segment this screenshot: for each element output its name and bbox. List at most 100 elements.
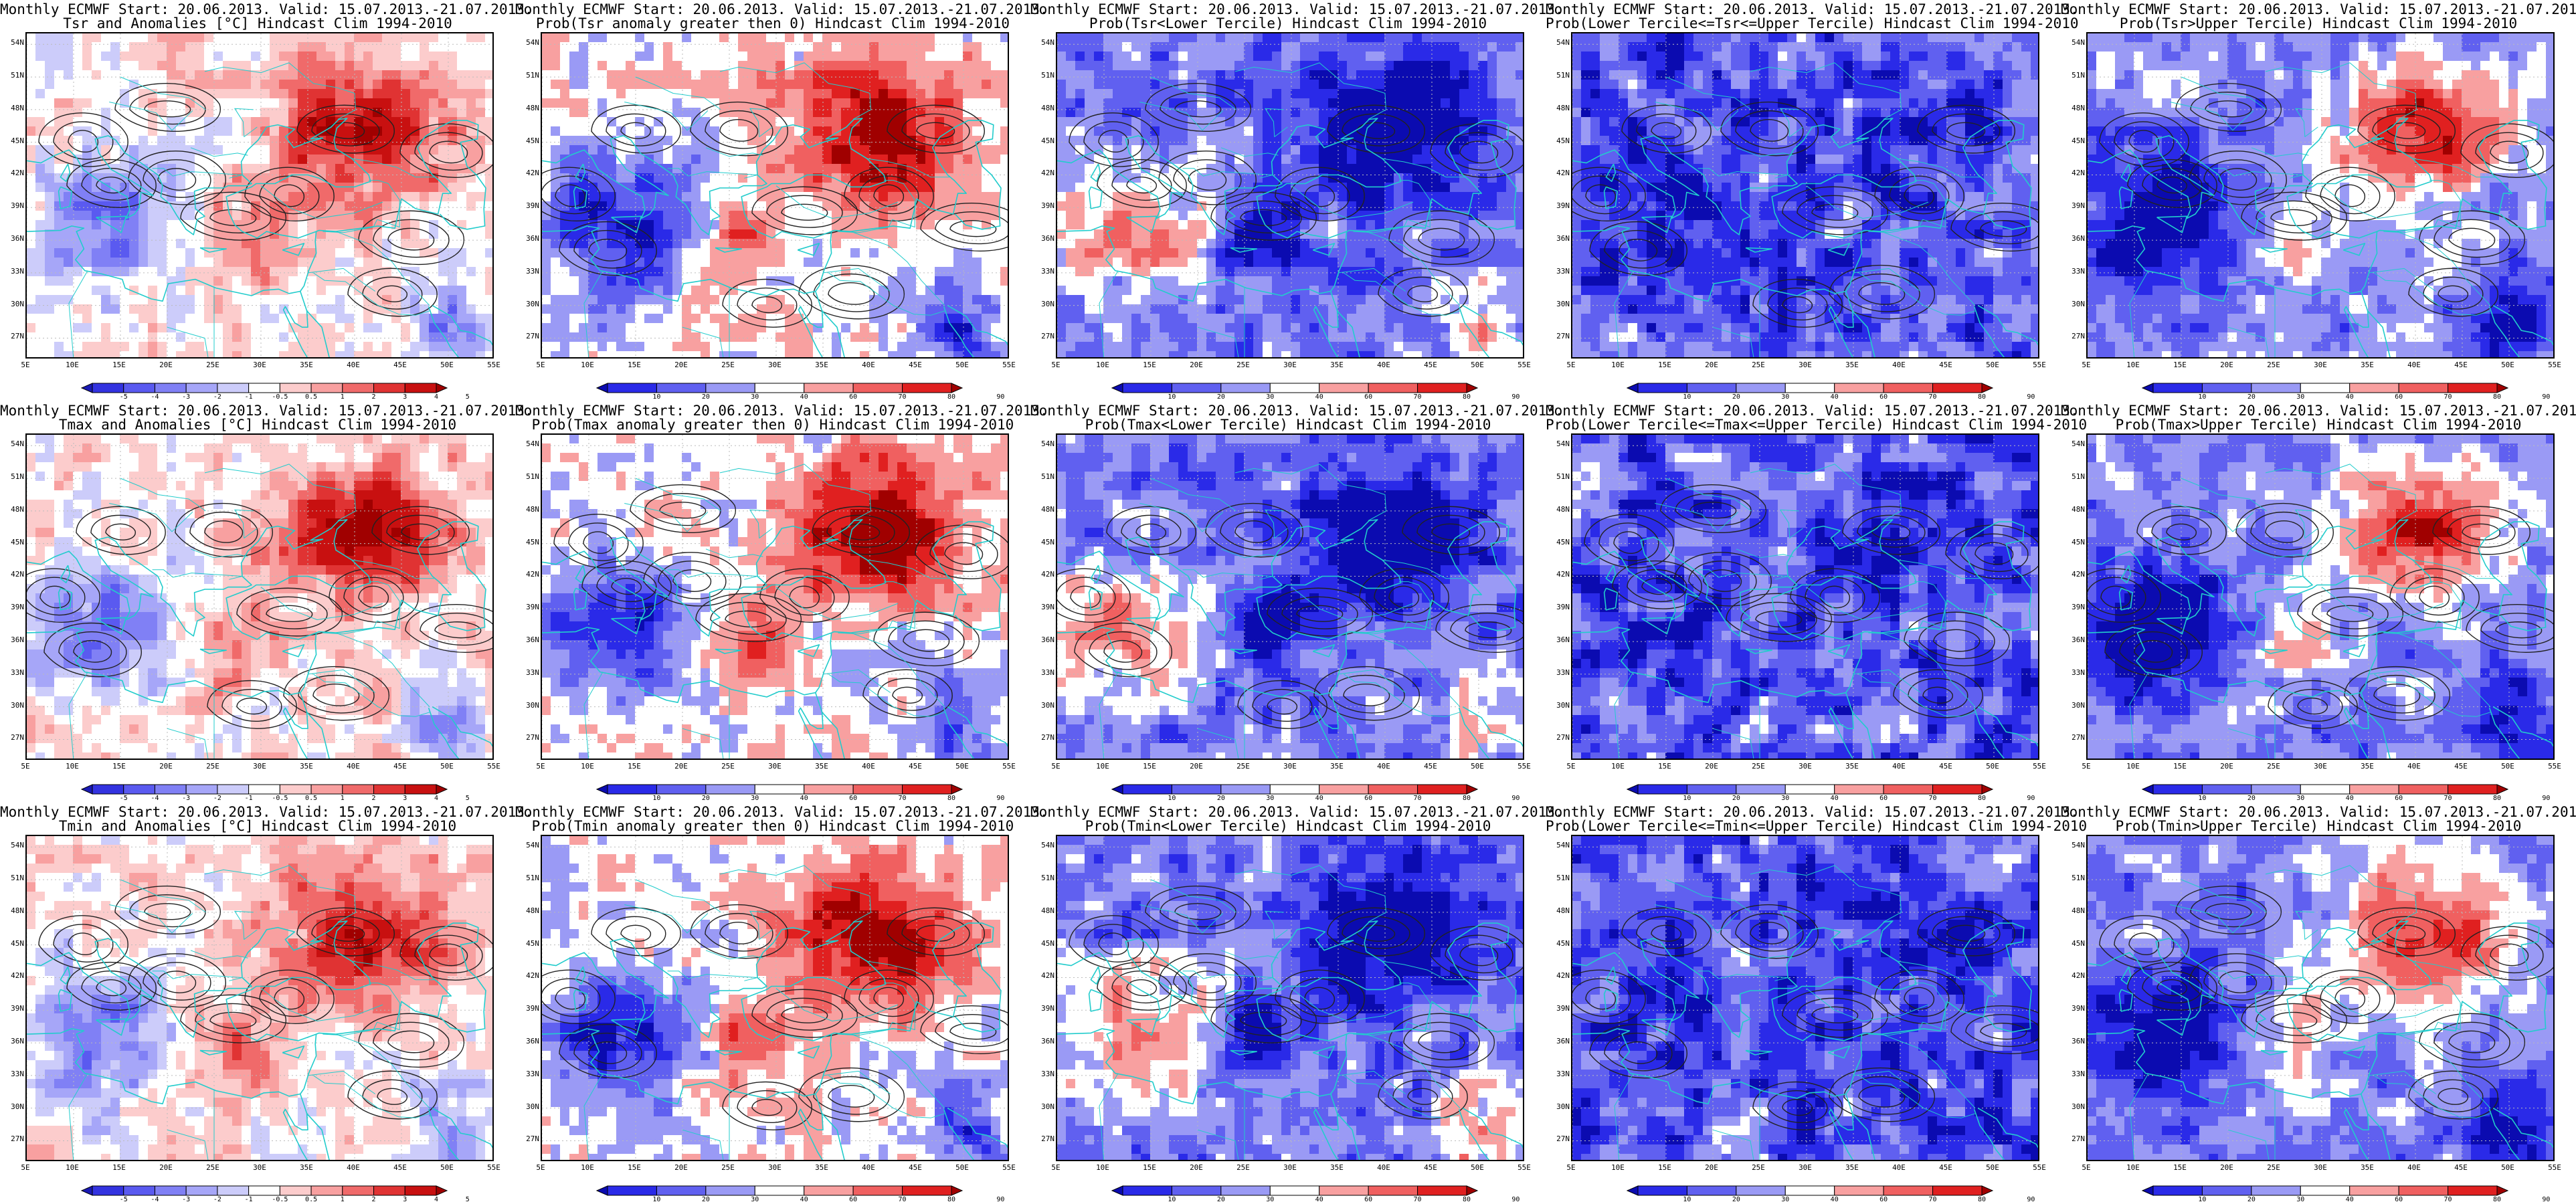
lat-tick-label: 39N bbox=[2063, 202, 2085, 209]
colorbar-swatch bbox=[310, 784, 343, 795]
colorbar-swatch bbox=[2201, 1185, 2252, 1196]
contour-line bbox=[2166, 523, 2197, 540]
lat-tick-label: 48N bbox=[1548, 506, 1570, 513]
country-border bbox=[1265, 108, 1288, 137]
lon-tick-label: 20E bbox=[1698, 763, 1725, 770]
coastline bbox=[1852, 1113, 1875, 1160]
coastline bbox=[1605, 163, 1617, 182]
country-border bbox=[335, 231, 430, 306]
country-border bbox=[120, 478, 206, 512]
colorbar-label: 90 bbox=[2019, 394, 2043, 401]
contour-line bbox=[1205, 502, 1303, 558]
lon-tick-label: 45E bbox=[387, 763, 413, 770]
contour-line bbox=[1145, 886, 1252, 935]
colorbar-swatch bbox=[310, 1185, 343, 1196]
country-border bbox=[682, 326, 724, 357]
map-panel: Monthly ECMWF Start: 20.06.2013. Valid: … bbox=[2061, 0, 2576, 401]
lon-tick-label: 15E bbox=[106, 361, 132, 369]
contour-line bbox=[1688, 561, 1757, 599]
climatology-contours bbox=[1069, 83, 1523, 317]
colorbar-label: 20 bbox=[1209, 1197, 1233, 1203]
lon-tick-label: 50E bbox=[2494, 1164, 2521, 1171]
country-border bbox=[1139, 904, 1224, 934]
contour-line bbox=[1407, 1088, 1438, 1105]
colorbar-swatch bbox=[373, 784, 405, 795]
contour-line bbox=[1327, 104, 1425, 154]
country-border bbox=[667, 971, 758, 981]
lat-tick-label: 36N bbox=[2063, 235, 2085, 242]
contour-line bbox=[1097, 961, 1187, 1011]
lat-tick-label: 51N bbox=[2063, 72, 2085, 79]
country-border bbox=[2295, 910, 2318, 940]
lat-tick-label: 45N bbox=[1033, 538, 1054, 546]
country-border bbox=[1220, 147, 1279, 157]
contour-line bbox=[2448, 1030, 2496, 1054]
country-border bbox=[307, 669, 376, 693]
shaded-field bbox=[542, 33, 1008, 357]
field-map bbox=[1057, 33, 1523, 357]
lat-tick-label: 48N bbox=[518, 907, 539, 914]
colorbar-swatch bbox=[1637, 1185, 1687, 1196]
colorbar-label: 80 bbox=[1970, 394, 1994, 401]
colorbar-label: 10 bbox=[1160, 795, 1184, 802]
lat-tick-label: 27N bbox=[1033, 734, 1054, 741]
contour-line bbox=[1057, 568, 1131, 623]
contour-line bbox=[1842, 506, 1940, 555]
colorbar-swatch bbox=[185, 383, 218, 393]
contour-line bbox=[2128, 130, 2159, 153]
coastline bbox=[2488, 708, 2520, 759]
coastline bbox=[2156, 617, 2188, 635]
country-border bbox=[682, 1129, 724, 1160]
contour-line bbox=[949, 220, 996, 237]
contour-line bbox=[2088, 577, 2146, 616]
lon-tick-label: 10E bbox=[2120, 763, 2146, 770]
coastline bbox=[1313, 291, 1339, 357]
contour-line bbox=[1797, 997, 1873, 1031]
coastline bbox=[282, 692, 308, 759]
contour-line bbox=[751, 1098, 782, 1116]
contour-line bbox=[414, 132, 483, 171]
coastline bbox=[1313, 1094, 1339, 1160]
lat-tick-label: 45N bbox=[1033, 940, 1054, 947]
lon-tick-label: 50E bbox=[1464, 361, 1491, 369]
country-border bbox=[2265, 865, 2417, 922]
contour-line bbox=[312, 683, 360, 706]
colorbar-label: 1 bbox=[331, 795, 355, 802]
contour-line bbox=[1829, 1067, 1936, 1122]
lon-tick-label: 50E bbox=[1464, 763, 1491, 770]
colorbar-swatch bbox=[1784, 383, 1835, 393]
colorbar-swatch bbox=[279, 383, 312, 393]
contour-line bbox=[725, 610, 771, 627]
coastline bbox=[428, 708, 460, 759]
lon-tick-label: 30E bbox=[761, 763, 788, 770]
lon-tick-label: 35E bbox=[2354, 1164, 2381, 1171]
coastline bbox=[822, 310, 845, 357]
country-border bbox=[719, 464, 871, 521]
lat-tick-label: 45N bbox=[3, 137, 24, 144]
lon-tick-label: 15E bbox=[1651, 361, 1678, 369]
colorbar bbox=[1626, 1185, 1994, 1196]
coastline bbox=[1057, 519, 1402, 703]
contour-line bbox=[2265, 520, 2304, 543]
coastline bbox=[1057, 920, 1402, 1104]
country-border bbox=[866, 158, 949, 178]
coastline bbox=[1745, 247, 1772, 253]
colorbar-label: 70 bbox=[1406, 394, 1430, 401]
country-border bbox=[2383, 180, 2461, 233]
country-border bbox=[828, 272, 945, 316]
contour-line bbox=[606, 916, 666, 949]
country-border bbox=[749, 910, 773, 940]
coastline bbox=[2367, 310, 2391, 357]
colorbar-label: 5 bbox=[456, 1197, 480, 1203]
lon-tick-label: 15E bbox=[1136, 763, 1163, 770]
contour-line bbox=[311, 916, 380, 949]
country-border bbox=[190, 548, 248, 559]
contour-line bbox=[774, 577, 835, 616]
lat-tick-label: 51N bbox=[1033, 874, 1054, 882]
climatology-contours bbox=[27, 502, 492, 729]
country-border bbox=[1150, 879, 1236, 913]
lon-tick-label: 10E bbox=[574, 1164, 601, 1171]
lat-tick-label: 39N bbox=[1033, 202, 1054, 209]
contour-line bbox=[1342, 113, 1410, 146]
contour-line bbox=[68, 130, 98, 153]
